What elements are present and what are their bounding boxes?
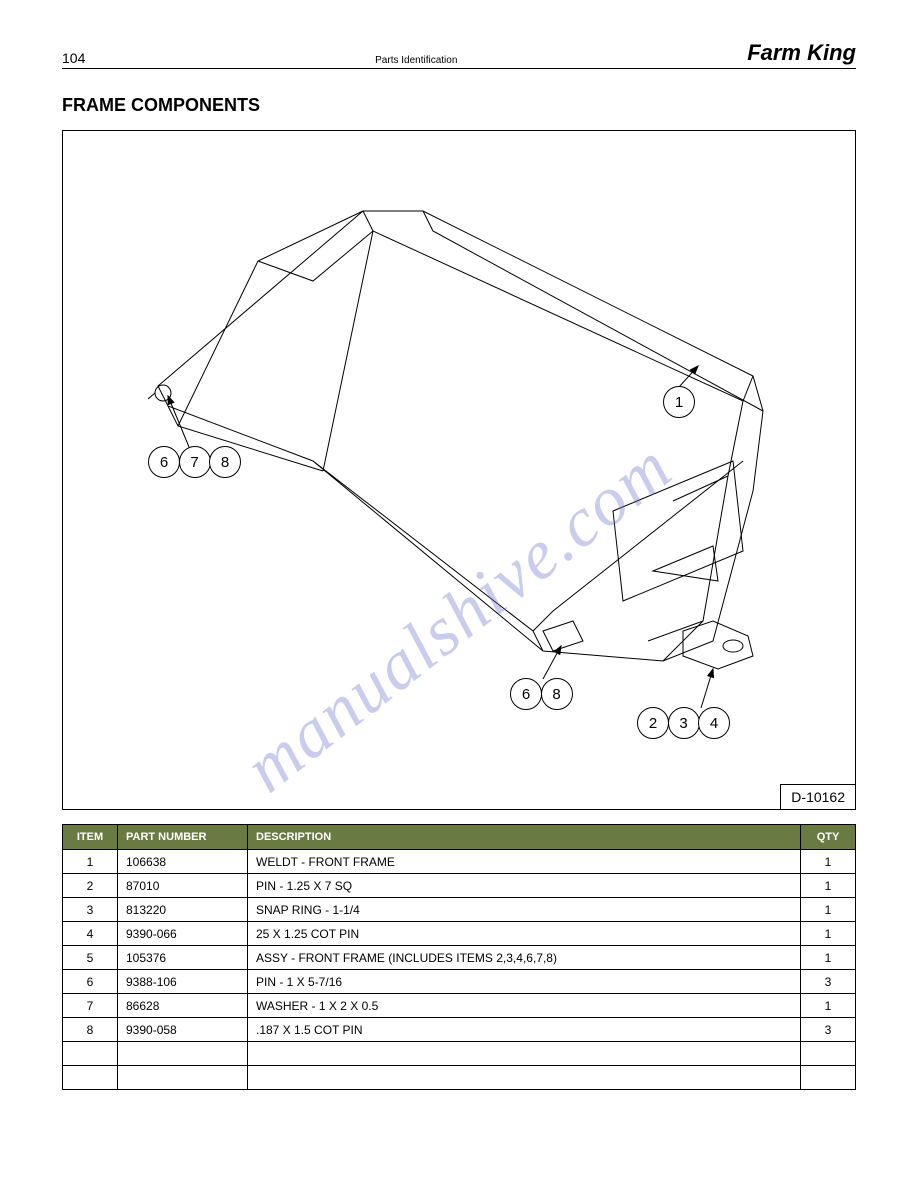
table-cell: WASHER - 1 X 2 X 0.5 [248,994,801,1018]
table-row: 69388-106PIN - 1 X 5-7/163 [63,970,856,994]
table-row: 49390-06625 X 1.25 COT PIN1 [63,922,856,946]
callout-circle: 8 [541,678,573,710]
parts-table: ITEM PART NUMBER DESCRIPTION QTY 1106638… [62,824,856,1090]
table-row [63,1066,856,1090]
table-cell: 1 [63,850,118,874]
header-title: Parts Identification [375,55,457,66]
table-cell: 1 [801,946,856,970]
table-cell: 1 [801,874,856,898]
callout-circle: 8 [209,446,241,478]
table-cell [248,1042,801,1066]
col-header-item: ITEM [63,825,118,850]
table-cell: 106638 [118,850,248,874]
table-cell: 5 [63,946,118,970]
table-cell [801,1066,856,1090]
table-cell: 87010 [118,874,248,898]
table-cell: 86628 [118,994,248,1018]
col-header-qty: QTY [801,825,856,850]
table-cell: 105376 [118,946,248,970]
callout-c3: 68 [510,678,573,710]
callout-circle: 6 [148,446,180,478]
table-cell [63,1042,118,1066]
page-header: 104 Parts Identification Farm King [62,40,856,69]
table-cell: 4 [63,922,118,946]
callout-circle: 1 [663,386,695,418]
table-row: 3813220SNAP RING - 1-1/41 [63,898,856,922]
table-cell: 1 [801,850,856,874]
table-row [63,1042,856,1066]
table-cell: .187 X 1.5 COT PIN [248,1018,801,1042]
table-cell: 3 [801,970,856,994]
diagram-container: D-10162 678168234 [62,130,856,810]
brand-logo: Farm King [747,40,856,66]
table-cell: SNAP RING - 1-1/4 [248,898,801,922]
table-header-row: ITEM PART NUMBER DESCRIPTION QTY [63,825,856,850]
table-cell: 3 [63,898,118,922]
table-cell: 1 [801,994,856,1018]
callout-c4: 234 [637,707,730,739]
table-cell: 6 [63,970,118,994]
table-cell: 2 [63,874,118,898]
table-cell: 9390-066 [118,922,248,946]
table-cell [248,1066,801,1090]
table-cell [63,1066,118,1090]
callout-circle: 6 [510,678,542,710]
callout-c1: 678 [148,446,241,478]
table-cell: ASSY - FRONT FRAME (INCLUDES ITEMS 2,3,4… [248,946,801,970]
table-row: 89390-058.187 X 1.5 COT PIN3 [63,1018,856,1042]
table-cell [118,1066,248,1090]
callout-circle: 2 [637,707,669,739]
table-row: 5105376ASSY - FRONT FRAME (INCLUDES ITEM… [63,946,856,970]
callout-circle: 3 [668,707,700,739]
table-cell: 9388-106 [118,970,248,994]
table-cell: 1 [801,898,856,922]
table-cell: WELDT - FRONT FRAME [248,850,801,874]
diagram-reference: D-10162 [780,784,856,810]
page-number: 104 [62,50,85,66]
table-cell: 9390-058 [118,1018,248,1042]
table-cell [118,1042,248,1066]
table-cell: 25 X 1.25 COT PIN [248,922,801,946]
callout-arrows [168,366,714,708]
section-title: FRAME COMPONENTS [62,95,260,116]
table-cell: 1 [801,922,856,946]
table-cell: 3 [801,1018,856,1042]
callout-circle: 4 [698,707,730,739]
col-header-desc: DESCRIPTION [248,825,801,850]
col-header-part: PART NUMBER [118,825,248,850]
table-cell: 813220 [118,898,248,922]
table-cell: PIN - 1.25 X 7 SQ [248,874,801,898]
table-row: 786628WASHER - 1 X 2 X 0.51 [63,994,856,1018]
table-cell: 8 [63,1018,118,1042]
table-cell [801,1042,856,1066]
table-cell: 7 [63,994,118,1018]
callout-circle: 7 [179,446,211,478]
table-row: 1106638WELDT - FRONT FRAME1 [63,850,856,874]
table-cell: PIN - 1 X 5-7/16 [248,970,801,994]
table-row: 287010PIN - 1.25 X 7 SQ1 [63,874,856,898]
callout-c2: 1 [663,386,695,418]
